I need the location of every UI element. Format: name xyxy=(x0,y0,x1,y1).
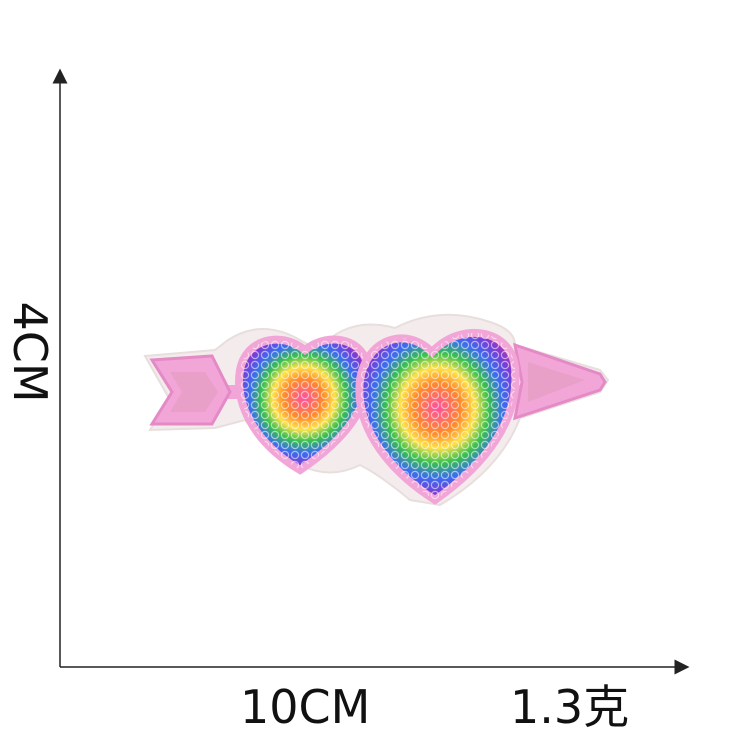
weight-label: 1.3克 xyxy=(510,680,630,734)
width-label: 10CM xyxy=(240,680,371,734)
height-label: 4CM xyxy=(3,301,57,403)
double-heart-arrow-sequin-patch-icon xyxy=(143,313,610,507)
